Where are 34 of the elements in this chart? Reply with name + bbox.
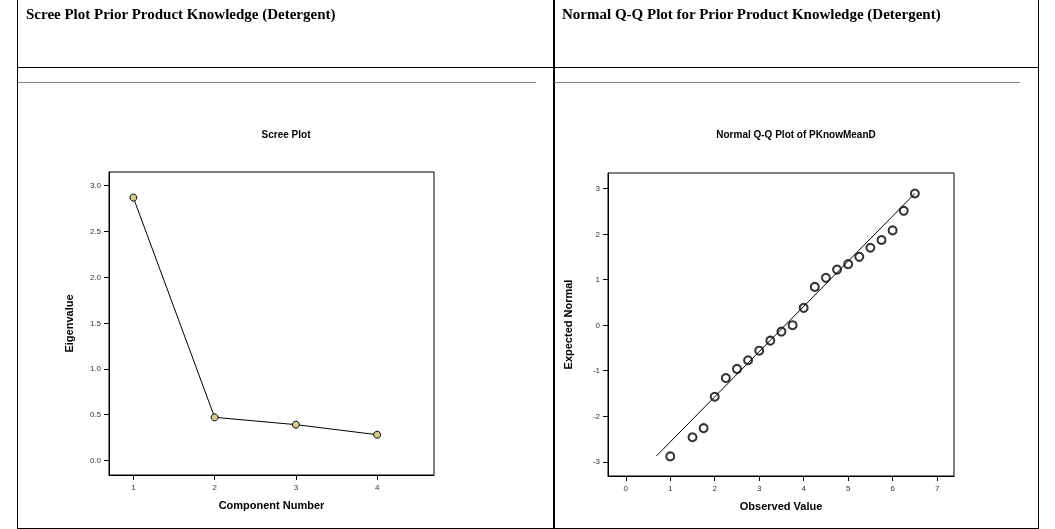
y-tick-label: 1.5 xyxy=(89,318,102,328)
x-tick-label: 1 xyxy=(668,483,674,493)
chart-title: Scree Plot Prior Product Knowledge (Detergent) xyxy=(18,0,554,68)
y-tick-label: 2 xyxy=(595,229,601,239)
chart-subtitle: Scree Plot xyxy=(261,128,312,140)
y-tick-label: -3 xyxy=(592,457,601,467)
y-tick-label: 2.5 xyxy=(89,227,102,236)
chart-title: Normal Q-Q Plot for Prior Product Knowledge (Detergent) xyxy=(554,0,1038,68)
y-tick-label: 2.0 xyxy=(89,272,102,282)
y-tick-label: 1 xyxy=(595,275,601,285)
x-tick-label: 6 xyxy=(890,483,896,493)
x-axis-title: Component Number xyxy=(218,498,326,511)
x-tick-label: 0 xyxy=(623,483,629,493)
y-tick-label: 0.0 xyxy=(89,455,102,465)
x-tick-label: 4 xyxy=(801,483,807,493)
x-tick-label: 7 xyxy=(934,483,940,493)
y-tick-label: 1.0 xyxy=(89,364,102,374)
y-tick-label: -2 xyxy=(592,411,601,421)
y-tick-label: 0 xyxy=(595,320,601,330)
x-tick-label: 5 xyxy=(845,483,851,493)
x-tick-label: 3 xyxy=(756,483,762,493)
x-tick-label: 4 xyxy=(374,482,380,492)
x-tick-label: 1 xyxy=(131,482,137,492)
y-tick-label: 3.0 xyxy=(89,181,102,191)
x-axis-title: Observed Value xyxy=(739,499,823,512)
y-axis-title: Expected Normal xyxy=(561,279,574,370)
y-axis-title: Eigenvalue xyxy=(62,294,75,353)
x-tick-label: 2 xyxy=(212,482,218,492)
chart-subtitle: Normal Q-Q Plot of PKnowMeanD xyxy=(716,128,876,140)
x-tick-label: 2 xyxy=(712,483,718,493)
y-tick-label: 3 xyxy=(595,183,601,193)
x-tick-label: 3 xyxy=(293,482,299,492)
y-tick-label: -1 xyxy=(592,366,601,376)
y-tick-label: 0.5 xyxy=(89,410,102,420)
